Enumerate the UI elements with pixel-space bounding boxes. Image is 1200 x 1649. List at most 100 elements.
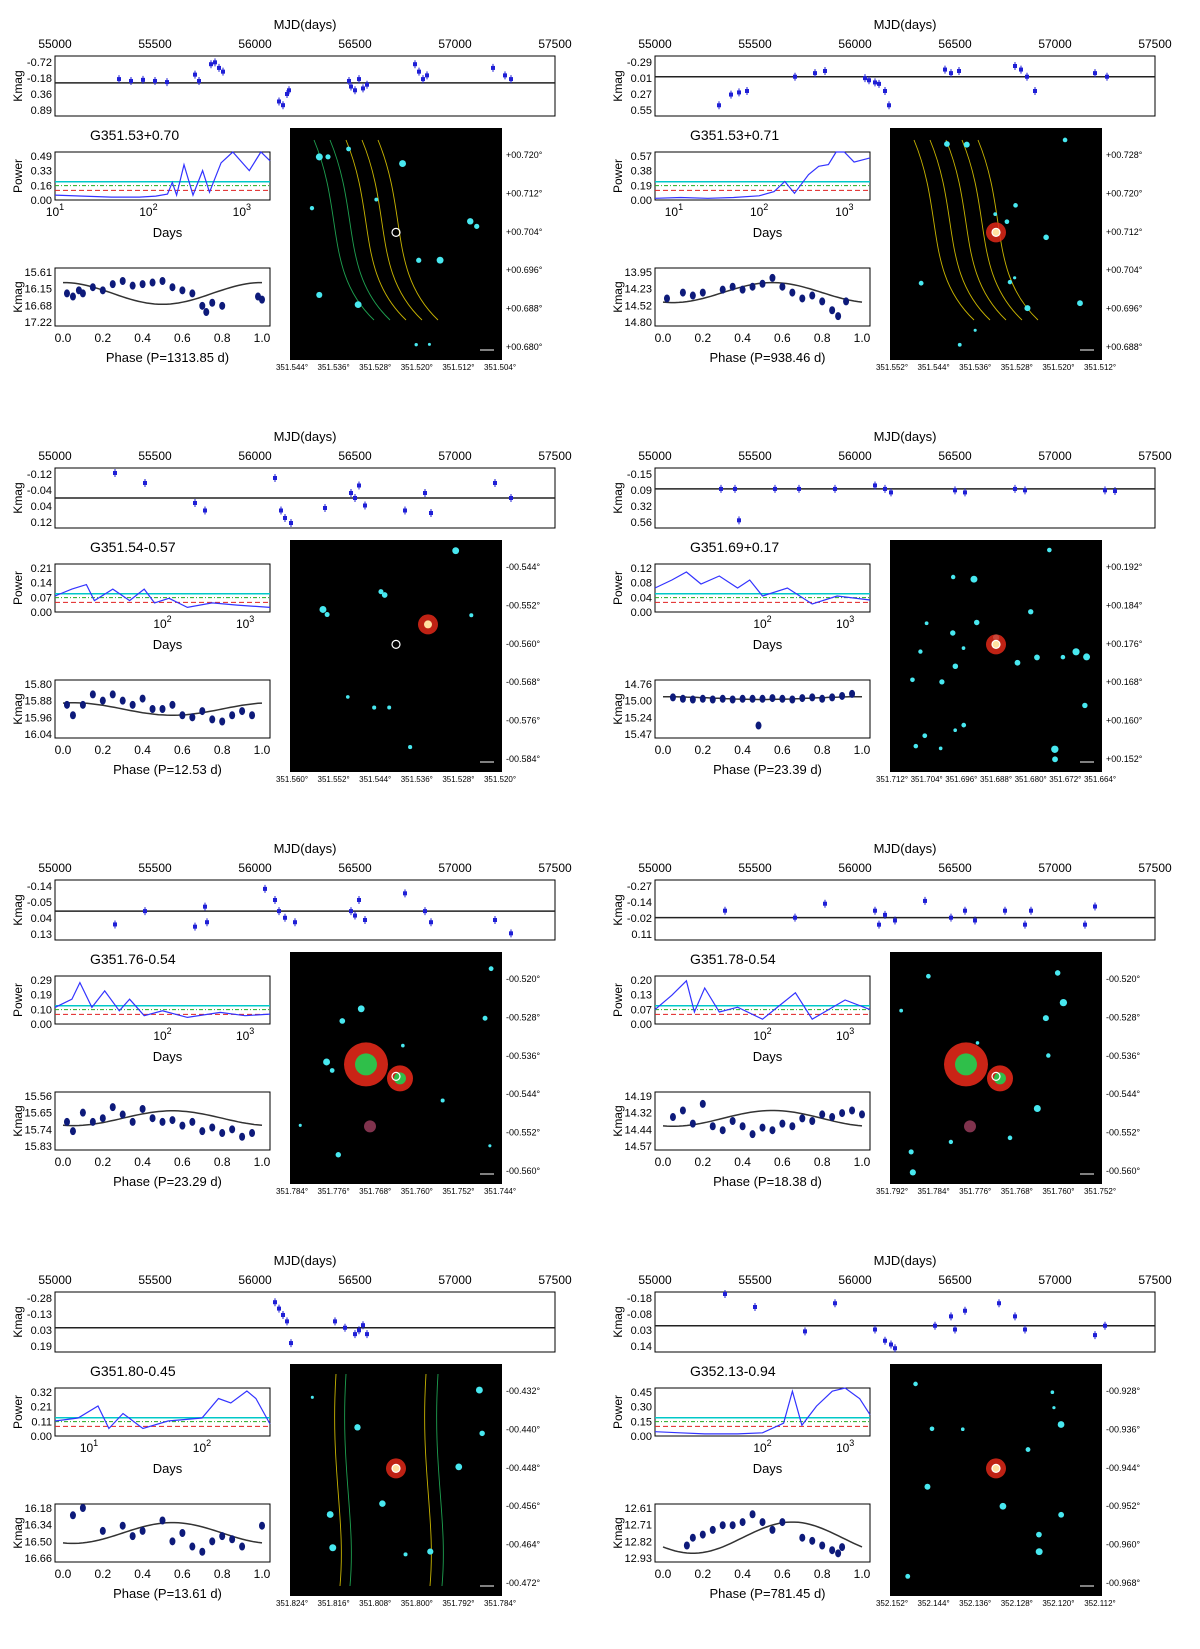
light-curve-point [873,1327,877,1332]
days-tick-label-exp: 2 [153,202,158,212]
ra-tick-label: 351.520° [401,363,433,372]
star-dot [975,1041,980,1045]
star-dot [1072,648,1080,656]
phase-point [729,695,736,704]
phase-point [129,700,136,709]
star-dot [1082,702,1088,709]
lc-y-axis-label: Kmag [611,482,625,513]
light-curve-point [425,73,429,78]
target-marker [991,639,1001,649]
phase-tick-label: 0.6 [774,1567,791,1581]
days-tick-label: 103 [836,1026,854,1043]
phase-tick-label: 0.0 [655,1567,672,1581]
contour-line [929,139,991,321]
dec-tick-label: -00.440° [506,1424,541,1434]
dec-tick-label: +00.720° [506,150,543,160]
phase-tick-label: 1.0 [854,743,871,757]
dec-tick-label: +00.176° [1106,639,1143,649]
star-dot [427,1548,434,1555]
star-dot [918,280,924,286]
light-curve-point [213,60,217,65]
periodogram-frame [54,975,271,1025]
phase-tick-label: 0.2 [694,331,711,345]
power-ytick-label: 0.32 [31,1387,52,1399]
star-dot [354,301,362,309]
star-dot [909,1169,916,1176]
dec-tick-label: -00.560° [506,639,541,649]
phase-point [149,705,156,713]
days-tick-label-exp: 2 [763,202,768,212]
ra-tick-label: 351.816° [318,1599,350,1608]
star-dot [950,574,956,580]
phase-point [719,694,726,703]
panel-svg: MJD(days) 55000 55500 56000 56500 57000 57500 -… [11,1253,572,1608]
phase-tick-label: 0.8 [214,1567,231,1581]
phase-ytick-label: 14.57 [624,1141,652,1153]
phase-point [129,281,136,290]
phase-point [139,694,146,703]
star-dot [953,728,957,733]
light-curve-point [353,913,357,918]
power-y-axis-label: Power [11,1395,25,1429]
phase-point [779,1119,786,1128]
days-axis-label: Days [753,637,783,652]
light-curve-point [723,1292,727,1296]
star-dot [354,1424,361,1431]
phase-fit-curve [662,1521,863,1555]
mjd-tick-label: 55500 [138,37,172,51]
star-dot [963,141,970,148]
phase-ytick-label: 16.34 [24,1520,52,1532]
days-tick-label: 103 [835,202,853,219]
star-dot [378,589,384,595]
dec-tick-label: +00.696° [506,265,543,275]
phase-point [159,1117,166,1126]
phase-point [219,717,226,726]
star-dot [924,1483,931,1490]
mjd-tick-label: 55000 [38,861,72,875]
star-dot [960,1427,965,1432]
phase-tick-label: 0.2 [94,331,111,345]
power-ytick-label: 0.07 [31,592,52,604]
phase-point [779,282,786,291]
light-curve-point [281,103,285,108]
light-curve-point [363,918,367,922]
mjd-tick-label: 57500 [538,449,572,463]
panel-svg: MJD(days) 55000 55500 56000 56500 57000 57500 -… [11,841,572,1196]
light-curve-point [221,69,225,74]
dec-tick-label: -00.464° [506,1540,541,1550]
dec-tick-label: -00.472° [506,1578,541,1588]
light-curve-point [421,77,425,82]
light-curve-point [733,486,737,491]
light-curve-point [957,69,961,73]
phase-point [719,285,726,294]
mjd-axis-label: MJD(days) [274,429,337,444]
power-y-axis-label: Power [11,571,25,605]
light-curve-point [1103,1323,1107,1328]
days-tick-label-exp: 1 [59,202,64,212]
phase-point [63,1117,70,1126]
phase-ytick-label: 12.82 [624,1536,652,1548]
light-curve-point [1029,908,1033,913]
mjd-tick-label: 56500 [338,449,372,463]
phase-point [219,1532,226,1541]
star-dot [315,153,323,161]
light-curve-point [403,508,407,513]
phase-tick-label: 1.0 [254,1155,271,1169]
star-dot [316,291,323,298]
star-dot [479,1430,485,1437]
star-dot [913,1381,918,1387]
star-dot [1028,609,1034,615]
phase-ytick-label: 15.80 [24,679,52,691]
phase-frame [54,1503,271,1563]
light-curve-point [963,490,967,495]
phase-point [769,273,776,282]
light-curve-point [793,74,797,79]
light-curve-point [273,476,277,480]
lc-ytick-label: -0.28 [27,1293,52,1305]
phase-point [739,285,746,294]
light-curve-point [263,886,267,891]
dec-tick-label: -00.560° [506,1166,541,1176]
star-dot [938,746,943,751]
power-ytick-label: 0.00 [31,1019,52,1031]
lc-ytick-label: -0.29 [627,57,652,69]
